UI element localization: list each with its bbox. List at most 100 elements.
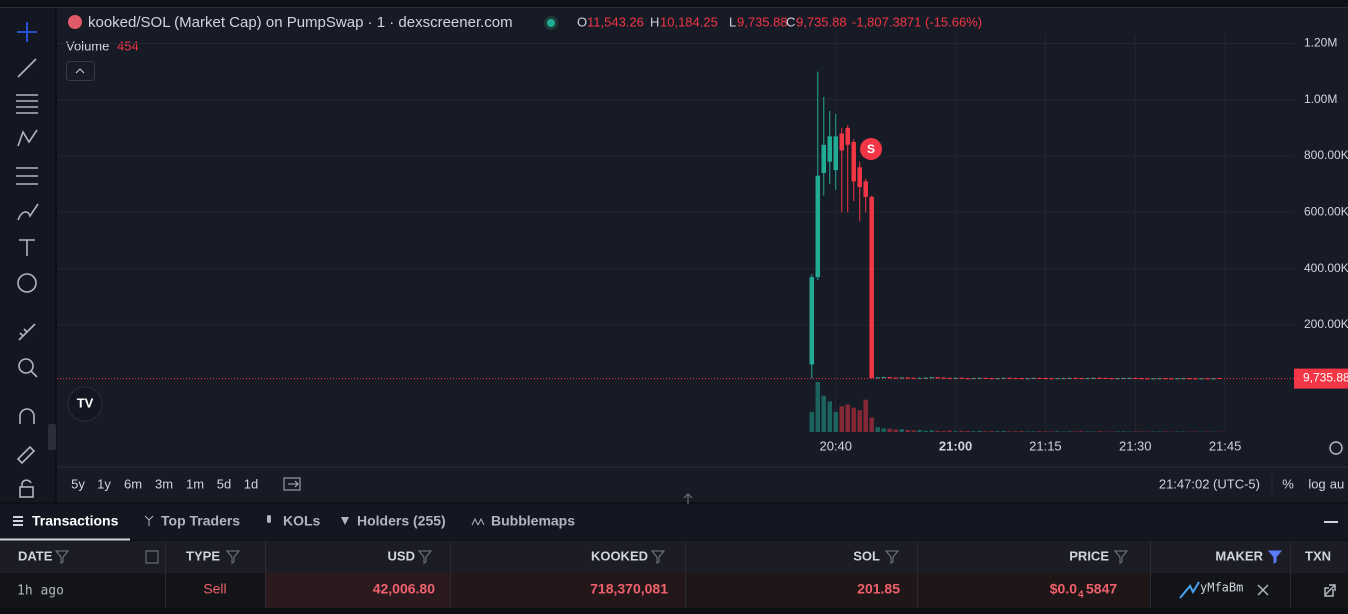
y-tick-label: 1.20M — [1304, 36, 1337, 50]
volume-label: Volume — [66, 38, 109, 53]
row-tint — [917, 573, 1150, 608]
range-button[interactable]: 1y — [97, 476, 111, 491]
column-header[interactable]: KOOKED — [591, 548, 648, 563]
tab[interactable]: Transactions — [32, 513, 119, 529]
cell-maker[interactable]: yMfaBm — [1200, 581, 1243, 595]
fib-tool[interactable] — [16, 94, 38, 114]
filter-icon[interactable] — [417, 550, 433, 564]
range-button[interactable]: 3m — [155, 476, 173, 491]
pattern-tool[interactable] — [17, 129, 38, 147]
lock-draw-tool[interactable] — [16, 445, 36, 465]
range-button[interactable]: 1d — [244, 476, 258, 491]
tv-logo[interactable] — [67, 386, 103, 422]
range-button[interactable]: 5d — [217, 476, 231, 491]
column-header[interactable]: PRICE — [1069, 548, 1109, 563]
date-range-icon[interactable] — [283, 477, 301, 491]
volume-bar — [935, 430, 940, 432]
sidebar-toggle[interactable] — [48, 424, 56, 450]
range-button[interactable]: 1m — [186, 476, 204, 491]
scale-option[interactable]: log — [1308, 476, 1325, 491]
tab[interactable]: Holders (255) — [357, 513, 446, 529]
volume-bar — [983, 431, 988, 432]
candle-body — [911, 377, 916, 379]
candle-body — [1192, 378, 1198, 380]
filter-icon[interactable] — [225, 550, 241, 564]
volume-bar — [809, 411, 815, 432]
ohlc-value: 9,735.88 — [796, 14, 847, 29]
candle-body — [1162, 378, 1168, 380]
magnet-tool[interactable] — [19, 408, 35, 424]
tab[interactable]: Top Traders — [161, 513, 240, 529]
candle-body — [869, 196, 874, 378]
token-icon — [68, 15, 82, 29]
volume-bar — [977, 430, 982, 432]
zoom-tool[interactable] — [18, 358, 34, 374]
column-header[interactable]: TYPE — [186, 548, 220, 563]
volume-bar — [1049, 431, 1054, 432]
range-button[interactable]: 5y — [71, 476, 85, 491]
volume-bar — [839, 406, 844, 432]
ohlc-change: -1,807.3871 (-15.66%) — [852, 14, 982, 29]
range-button[interactable]: 6m — [124, 476, 142, 491]
candle-body — [1127, 377, 1132, 379]
y-tick-label: 400.00K — [1304, 261, 1348, 275]
collapse-button[interactable] — [66, 61, 95, 81]
ruler-tool[interactable] — [18, 323, 36, 341]
candle-body — [1031, 377, 1036, 379]
candle-body — [959, 377, 964, 379]
brush-tool[interactable] — [17, 203, 39, 221]
candle-body — [821, 144, 827, 173]
open-tx-button[interactable] — [1324, 584, 1336, 597]
candle-body — [947, 377, 952, 379]
ohlc-key: L — [729, 14, 736, 29]
calendar-icon[interactable] — [145, 550, 159, 564]
column-header[interactable]: MAKER — [1215, 548, 1263, 563]
scale-option[interactable]: au — [1330, 476, 1344, 491]
filter-icon[interactable] — [1267, 550, 1283, 564]
candle-body — [983, 377, 988, 379]
volume-bar — [827, 401, 832, 432]
candle-body — [893, 377, 898, 379]
cell-price: $0.0 — [1050, 581, 1077, 597]
filter-icon[interactable] — [1113, 550, 1129, 564]
y-tick-label: 200.00K — [1304, 317, 1348, 331]
scale-option[interactable]: % — [1282, 476, 1294, 491]
settings-icon[interactable] — [1329, 441, 1343, 455]
crosshair-tool[interactable] — [17, 22, 37, 42]
volume-bar — [917, 429, 922, 432]
volume-bar — [1139, 431, 1144, 432]
candle-body — [1156, 378, 1162, 380]
sell-marker-label: S — [867, 142, 875, 156]
volume-bar — [1073, 431, 1078, 432]
tab[interactable]: Bubblemaps — [491, 513, 575, 529]
projection-tool[interactable] — [16, 167, 38, 185]
candle-body — [1198, 378, 1204, 380]
column-header[interactable]: USD — [388, 548, 415, 563]
volume-bar — [1067, 431, 1072, 432]
ohlc-key: O — [577, 14, 587, 29]
tab[interactable]: KOLs — [283, 513, 321, 529]
volume-bar — [881, 428, 886, 432]
candle-body — [1073, 377, 1078, 379]
tool-icons[interactable] — [16, 22, 39, 498]
line-tool[interactable] — [17, 58, 37, 78]
x-tick-label: 21:00 — [939, 438, 972, 453]
text-tool[interactable] — [19, 239, 35, 256]
column-header[interactable]: SOL — [853, 548, 880, 563]
ohlc-key: C — [786, 14, 795, 29]
candle-body — [1150, 378, 1156, 380]
filter-icon[interactable] — [650, 550, 666, 564]
sell-marker[interactable] — [860, 138, 882, 160]
lock-tool[interactable] — [19, 486, 34, 498]
filter-maker-button[interactable] — [1257, 584, 1269, 596]
volume-bar — [929, 430, 934, 432]
column-header[interactable]: TXN — [1305, 548, 1331, 563]
candle-body — [1168, 378, 1174, 380]
tab-icon — [341, 517, 349, 525]
emoji-tool[interactable] — [17, 273, 37, 293]
filter-icon[interactable] — [54, 550, 70, 564]
filter-icon[interactable] — [884, 550, 900, 564]
column-header[interactable]: DATE — [18, 548, 53, 563]
candle-body — [1049, 378, 1054, 380]
